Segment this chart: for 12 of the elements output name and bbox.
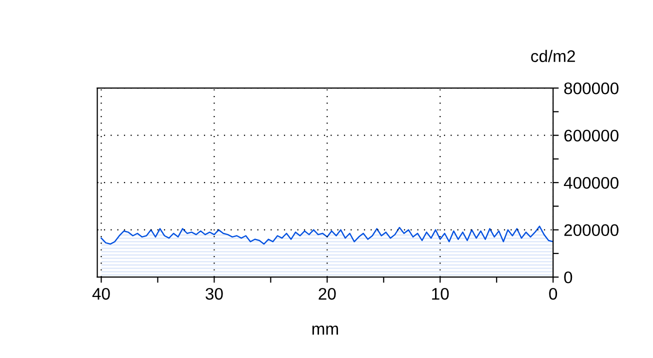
- x-tick-label: 40: [92, 288, 110, 300]
- y-tick-label: 600000: [564, 130, 618, 142]
- x-tick-label: 0: [549, 288, 558, 300]
- x-tick-label: 30: [206, 288, 223, 300]
- y-tick-label: 800000: [564, 82, 618, 94]
- y-tick-label: 0: [564, 271, 572, 284]
- x-tick-label: 20: [318, 288, 336, 300]
- y-tick-label: 200000: [564, 224, 618, 236]
- y-tick-label: 400000: [564, 176, 618, 189]
- x-axis-title: mm: [312, 326, 338, 335]
- x-tick-label: 10: [432, 288, 449, 300]
- y-axis-title: cd/m2: [531, 50, 575, 62]
